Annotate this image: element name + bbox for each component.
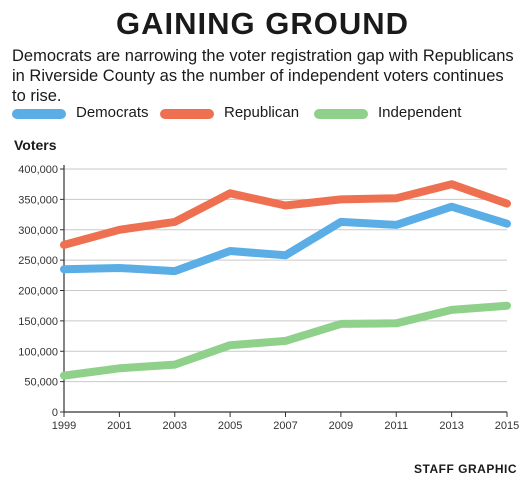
series-line-republican bbox=[60, 180, 511, 249]
x-tick-label: 2001 bbox=[107, 420, 131, 432]
staff-graphic-credit: STAFF GRAPHIC bbox=[414, 462, 517, 476]
x-tick-label: 2009 bbox=[329, 420, 353, 432]
x-tick-label: 2007 bbox=[273, 420, 297, 432]
x-tick-label: 2003 bbox=[163, 420, 187, 432]
y-tick-label: 150,000 bbox=[18, 316, 58, 328]
x-tick-label: 2011 bbox=[384, 420, 408, 432]
y-tick-label: 0 bbox=[52, 407, 58, 419]
x-tick-label: 2013 bbox=[439, 420, 463, 432]
chart-subtitle: Democrats are narrowing the voter regist… bbox=[12, 47, 514, 105]
legend-swatch-republican bbox=[160, 109, 214, 119]
y-tick-label: 200,000 bbox=[18, 286, 58, 298]
legend: Democrats Republican Independent bbox=[12, 103, 517, 125]
y-tick-label: 100,000 bbox=[18, 346, 58, 358]
y-tick-label: 50,000 bbox=[24, 377, 58, 389]
x-tick-label: 2005 bbox=[218, 420, 242, 432]
series-line-democrats bbox=[60, 202, 511, 276]
legend-label-independent: Independent bbox=[378, 104, 462, 121]
y-tick-label: 250,000 bbox=[18, 255, 58, 267]
y-tick-label: 350,000 bbox=[18, 194, 58, 206]
axes: 0 50,000 100,000 150,000 200,000 250,000 300,0… bbox=[18, 164, 519, 432]
y-axis-label: Voters bbox=[14, 137, 57, 153]
series-lines bbox=[60, 180, 511, 380]
y-tick-label: 300,000 bbox=[18, 225, 58, 237]
x-tick-label: 1999 bbox=[52, 420, 76, 432]
x-tick-label: 2015 bbox=[495, 420, 519, 432]
legend-label-republican: Republican bbox=[224, 104, 300, 121]
series-line-independent bbox=[60, 301, 511, 380]
legend-label-democrats: Democrats bbox=[76, 104, 149, 121]
chart-title: GAINING GROUND bbox=[116, 6, 409, 41]
legend-swatch-democrats bbox=[12, 109, 66, 119]
legend-swatch-independent bbox=[314, 109, 368, 119]
y-tick-label: 400,000 bbox=[18, 164, 58, 176]
